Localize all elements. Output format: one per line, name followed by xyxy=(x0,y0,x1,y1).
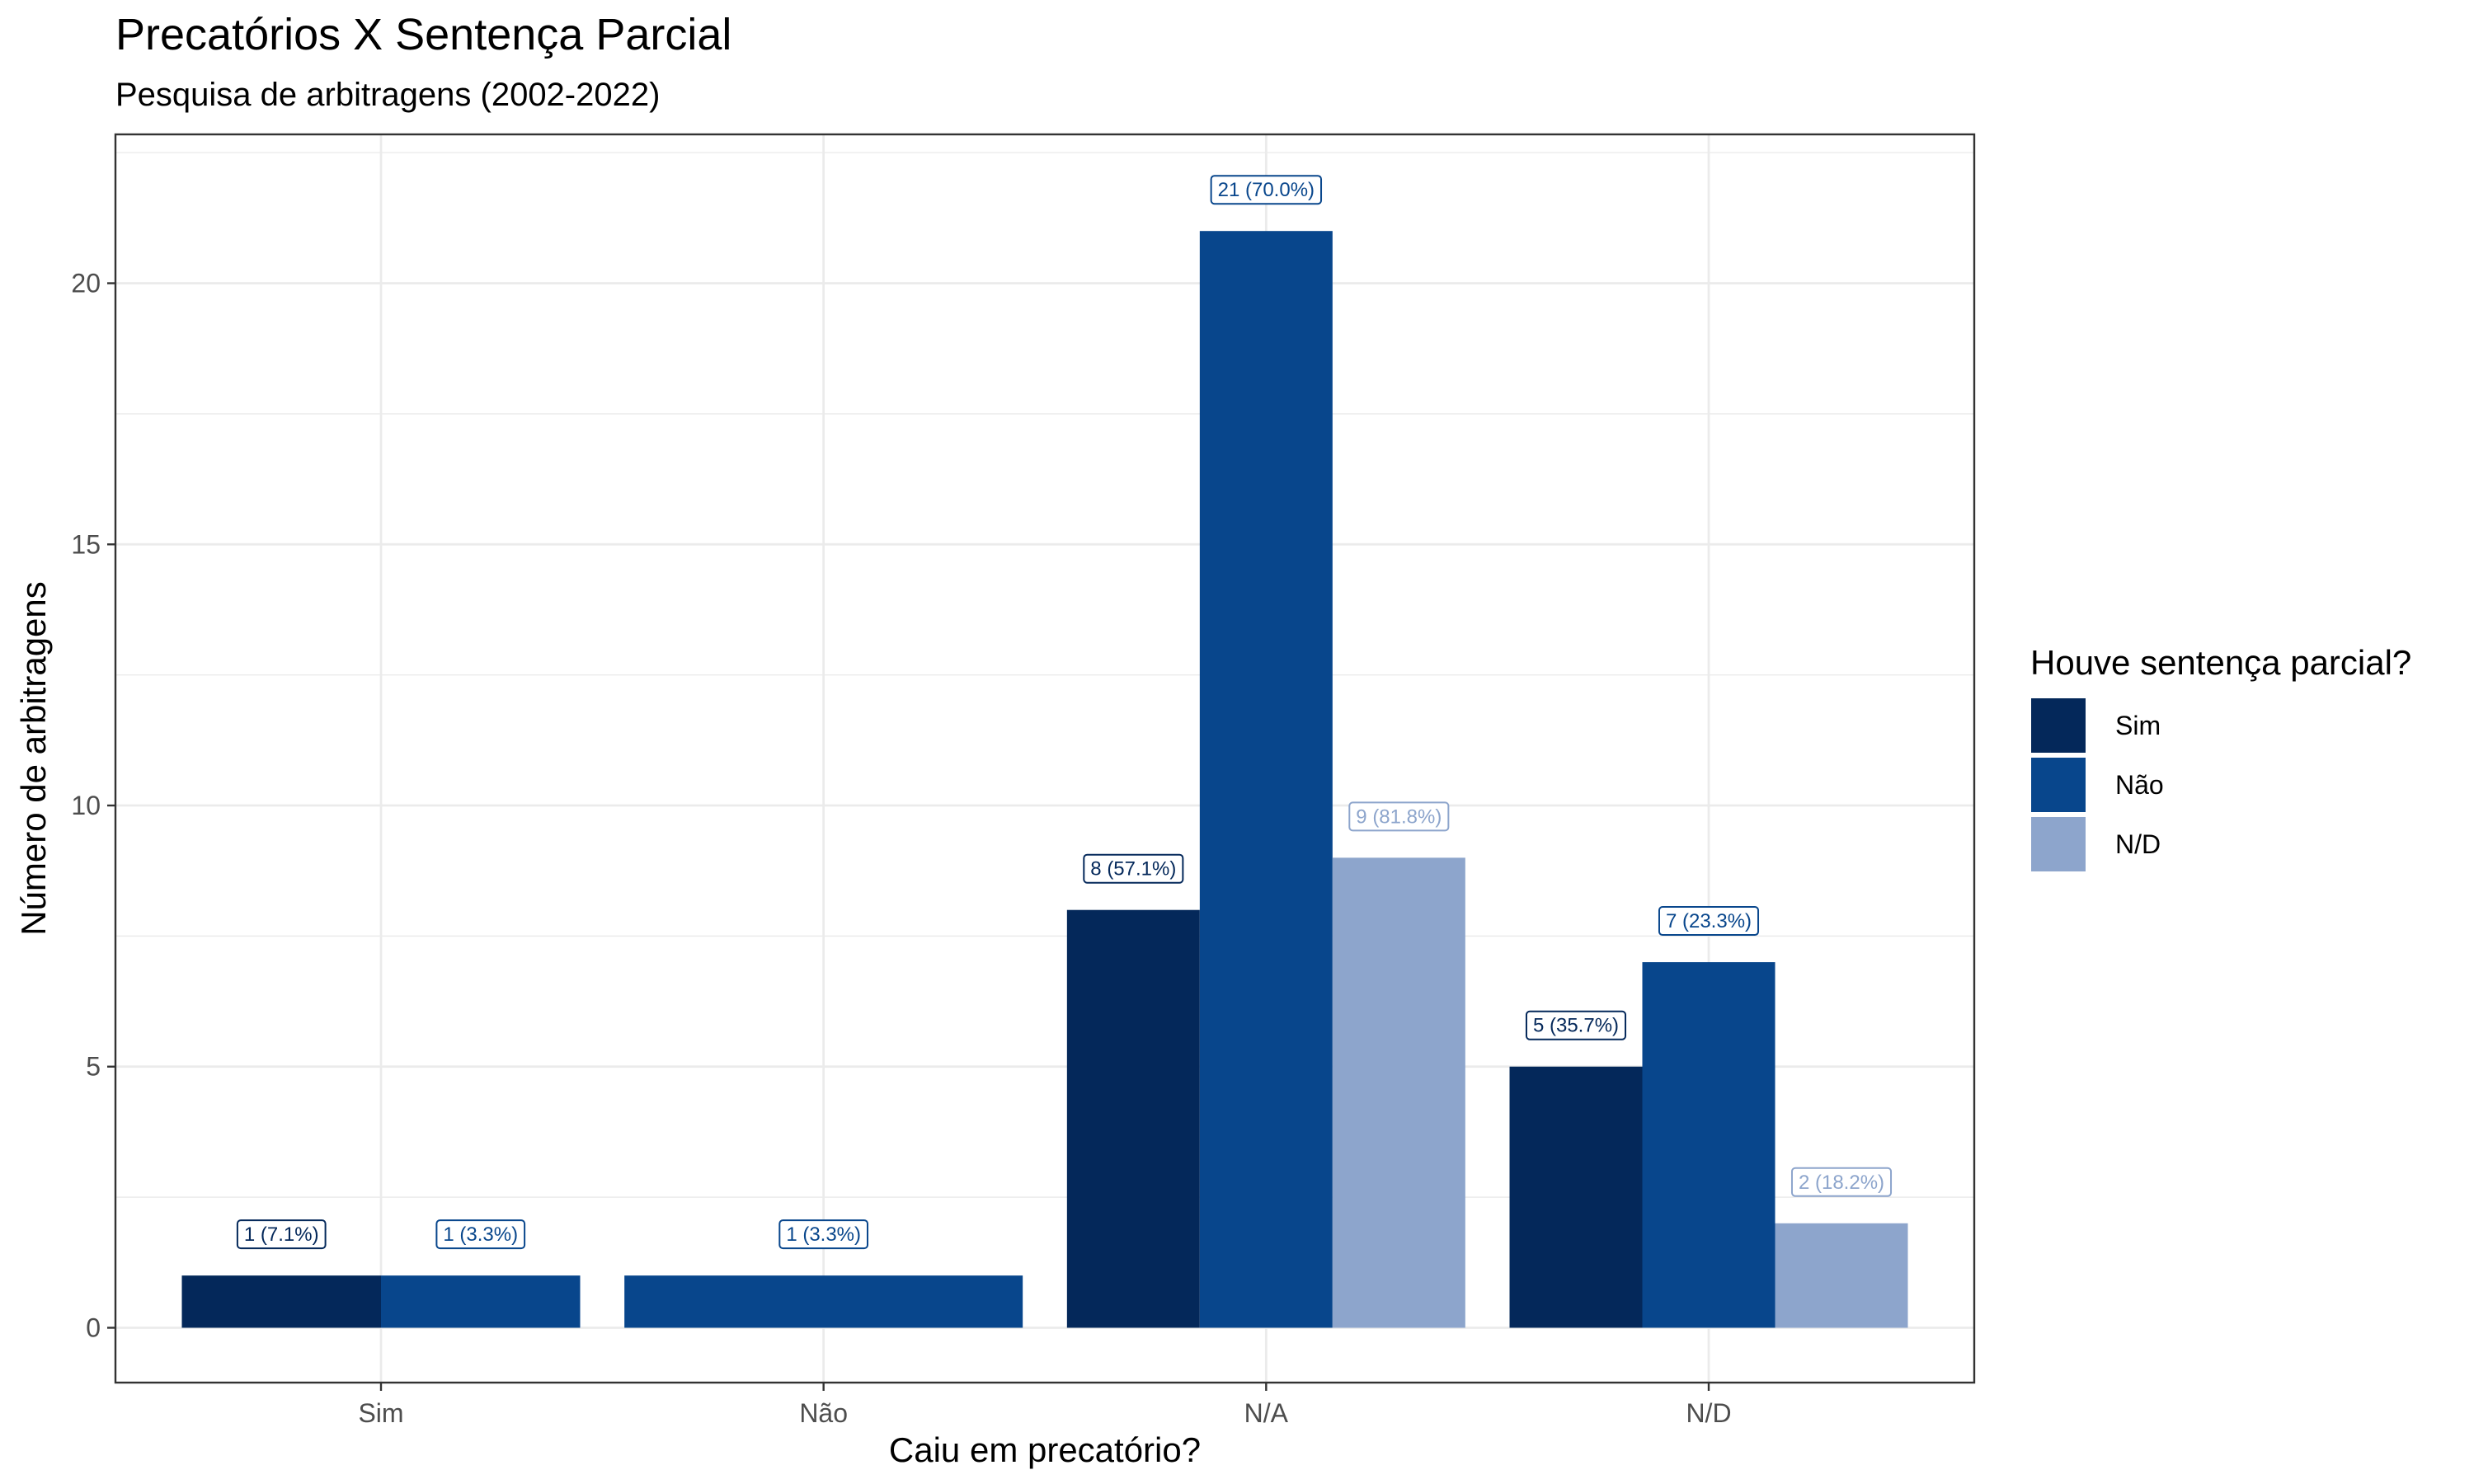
bar-data-label: 8 (57.1%) xyxy=(1083,853,1184,884)
y-tick-label: 5 xyxy=(86,1052,101,1082)
data-label-box xyxy=(435,1219,526,1250)
x-axis-title: Caiu em precatório? xyxy=(889,1430,1201,1469)
data-label-text: 8 (57.1%) xyxy=(1090,858,1176,881)
x-tick-label: Não xyxy=(799,1398,848,1428)
data-label-text: 1 (3.3%) xyxy=(443,1223,518,1246)
bar-nd-sim xyxy=(1509,1066,1643,1328)
legend-label-no: Não xyxy=(2115,770,2164,800)
bar-nd-no xyxy=(1642,962,1776,1328)
bar-data-label: 1 (7.1%) xyxy=(236,1219,327,1250)
legend-label-nd: N/D xyxy=(2115,829,2161,859)
data-label-box xyxy=(1348,801,1450,832)
legend-swatch-sim xyxy=(2030,697,2087,754)
data-label-box xyxy=(1525,1010,1627,1040)
x-tick-label: Sim xyxy=(358,1398,403,1428)
panel-border xyxy=(114,133,1976,1384)
data-label-box xyxy=(236,1219,327,1250)
data-label-text: 2 (18.2%) xyxy=(1799,1172,1884,1194)
y-tick-label: 0 xyxy=(86,1313,101,1342)
data-label-box xyxy=(1083,853,1184,884)
y-axis-title: Número de arbitragens xyxy=(14,581,53,936)
bar-sim-no xyxy=(381,1275,581,1328)
bar-data-label: 7 (23.3%) xyxy=(1658,906,1760,937)
bar-sim-sim xyxy=(181,1275,381,1328)
x-axis: Sim Não N/A N/D xyxy=(358,1383,1732,1428)
data-label-text: 7 (23.3%) xyxy=(1666,910,1752,932)
bar-na-sim xyxy=(1066,909,1200,1328)
legend-items: Sim Não N/D xyxy=(2030,697,2164,873)
data-label-box xyxy=(1790,1167,1893,1197)
legend: Houve sentença parcial? Sim Não N/D xyxy=(2030,643,2411,873)
x-tick-label: N/A xyxy=(1244,1398,1289,1428)
chart-title: Precatórios X Sentença Parcial xyxy=(115,10,731,59)
bar-labels: 1 (7.1%) 1 (3.3%) 1 (3.3%) 8 (57.1%) 21 (70.… xyxy=(236,175,1893,1250)
bar-data-label: 2 (18.2%) xyxy=(1790,1167,1893,1197)
legend-title: Houve sentença parcial? xyxy=(2030,643,2411,682)
bar-data-label: 1 (3.3%) xyxy=(778,1219,869,1250)
bar-na-nd xyxy=(1332,857,1465,1328)
data-label-text: 9 (81.8%) xyxy=(1356,805,1442,828)
x-tick-label: N/D xyxy=(1686,1398,1731,1428)
bar-data-label: 9 (81.8%) xyxy=(1348,801,1450,832)
legend-item-nd: N/D xyxy=(2030,815,2161,873)
y-tick-label: 15 xyxy=(71,529,101,559)
data-label-text: 5 (35.7%) xyxy=(1533,1015,1619,1037)
bar-data-label: 21 (70.0%) xyxy=(1210,175,1323,205)
legend-item-sim: Sim xyxy=(2030,697,2161,754)
legend-swatch-no xyxy=(2030,756,2087,814)
plot-area: 1 (7.1%) 1 (3.3%) 1 (3.3%) 8 (57.1%) 21 (70.… xyxy=(114,133,1976,1384)
data-label-box xyxy=(778,1219,869,1250)
data-label-text: 1 (3.3%) xyxy=(786,1223,861,1246)
bar-data-label: 5 (35.7%) xyxy=(1525,1010,1627,1040)
bar-na-no xyxy=(1199,231,1333,1328)
legend-item-no: Não xyxy=(2030,756,2164,814)
y-tick-label: 20 xyxy=(71,269,101,298)
bar-no-no xyxy=(624,1275,1023,1328)
data-label-box xyxy=(1210,175,1323,205)
y-tick-label: 10 xyxy=(71,791,101,820)
bar-data-label: 1 (3.3%) xyxy=(435,1219,526,1250)
bar-nd-nd xyxy=(1775,1223,1908,1328)
data-label-text: 1 (7.1%) xyxy=(244,1223,319,1246)
legend-swatch-nd xyxy=(2030,815,2087,873)
data-label-box xyxy=(1658,906,1760,937)
legend-label-sim: Sim xyxy=(2115,711,2161,740)
data-label-text: 21 (70.0%) xyxy=(1218,179,1315,201)
y-axis: 0 5 10 15 20 xyxy=(71,269,115,1342)
chart-subtitle: Pesquisa de arbitragens (2002-2022) xyxy=(115,77,660,113)
bars xyxy=(181,231,1908,1328)
